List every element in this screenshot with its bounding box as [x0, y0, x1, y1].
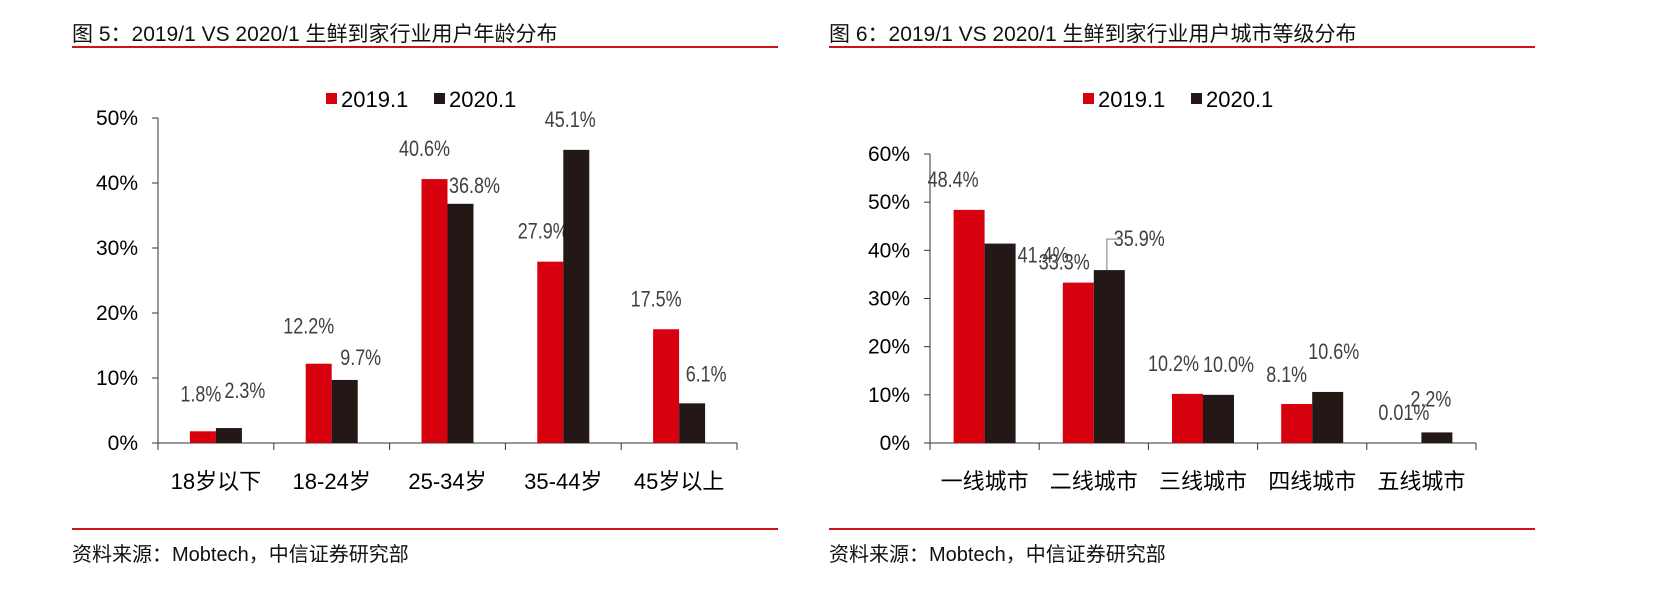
x-category-label: 三线城市: [1159, 469, 1247, 494]
x-category-label: 25-34岁: [408, 469, 486, 494]
y-tick-label: 0%: [880, 432, 910, 455]
figure-6-source: 资料来源：Mobtech，中信证券研究部: [829, 544, 1166, 566]
x-category-label: 二线城市: [1050, 469, 1138, 494]
y-tick-label: 30%: [868, 288, 910, 311]
bar-2020-1-4: [1421, 432, 1453, 443]
y-tick-label: 40%: [96, 172, 138, 195]
data-label: 10.2%: [1148, 351, 1199, 376]
figure-6-panel: 图 6：2019/1 VS 2020/1 生鲜到家行业用户城市等级分布 资料来源…: [829, 0, 1535, 616]
y-tick-label: 50%: [96, 107, 138, 130]
bar-2020-1-3: [1312, 391, 1344, 443]
y-tick-label: 20%: [96, 302, 138, 325]
data-label: 0.01%: [1378, 400, 1429, 425]
y-tick-label: 10%: [96, 367, 138, 390]
legend: 2019.1 2020.1: [1083, 87, 1273, 112]
legend-label: 2019.1: [1098, 87, 1165, 112]
bar-2020-1-4: [679, 403, 706, 443]
figure-5-title-rule: [72, 46, 778, 48]
data-label: 2.3%: [225, 378, 266, 403]
data-label: 12.2%: [283, 314, 334, 339]
figure-5-source-rule: [72, 528, 778, 530]
data-label: 1.8%: [181, 381, 222, 406]
data-label: 17.5%: [631, 286, 682, 311]
bar-2020-1-0: [215, 428, 242, 443]
figure-6-title: 图 6：2019/1 VS 2020/1 生鲜到家行业用户城市等级分布: [829, 23, 1357, 46]
data-label: 40.6%: [399, 136, 450, 161]
legend-swatch-2020-1: [434, 93, 445, 104]
figure-5-title: 图 5：2019/1 VS 2020/1 生鲜到家行业用户年龄分布: [72, 23, 558, 46]
y-tick-label: 10%: [868, 384, 910, 407]
figure-6-source-rule: [829, 528, 1535, 530]
data-label: 2.2%: [1411, 386, 1452, 411]
x-category-label: 35-44岁: [524, 469, 602, 494]
bar-2020-1-1: [331, 379, 358, 443]
leader-line: [1106, 238, 1120, 271]
bar-2020-1-2: [447, 203, 474, 443]
x-category-label: 18岁以下: [171, 469, 261, 494]
y-tick-label: 0%: [108, 432, 138, 455]
chart-city-tier: 0% 10% 20% 30% 40% 50% 60% 一线城市 二线城市 三线城市 四线城市 五线城市…: [868, 87, 1477, 494]
y-tick-label: 20%: [868, 336, 910, 359]
bar-2019-1-2: [421, 179, 448, 443]
bar-2019-1-2: [1172, 393, 1203, 443]
bar-2019-1-4: [653, 329, 680, 443]
y-tick-label: 40%: [868, 239, 910, 262]
figure-5-panel: 图 5：2019/1 VS 2020/1 生鲜到家行业用户年龄分布 资料来源：M…: [72, 0, 778, 616]
bar-2020-1-2: [1203, 394, 1234, 443]
legend-label: 2019.1: [341, 87, 408, 112]
data-label: 41.4%: [1018, 243, 1069, 268]
y-tick-label: 30%: [96, 237, 138, 260]
data-label: 10.0%: [1203, 352, 1254, 377]
legend-label: 2020.1: [1206, 87, 1273, 112]
bar-2019-1-1: [1062, 282, 1094, 443]
bar-2019-1-1: [305, 363, 332, 443]
bar-2019-1-3: [537, 261, 564, 443]
legend-swatch-2020-1: [1191, 93, 1202, 104]
data-label: 45.1%: [545, 107, 596, 132]
y-tick-label: 60%: [868, 143, 910, 166]
bar-2019-1-3: [1281, 403, 1313, 443]
bar-2020-1-0: [984, 243, 1016, 443]
data-label: 6.1%: [686, 361, 727, 386]
legend-swatch-2019-1: [326, 93, 337, 104]
bar-2020-1-3: [563, 149, 590, 443]
data-label: 9.7%: [340, 345, 381, 370]
data-label: 27.9%: [518, 219, 569, 244]
data-label: 48.4%: [928, 167, 979, 192]
bar-2019-1-0: [953, 209, 985, 443]
legend: 2019.1 2020.1: [326, 87, 516, 112]
data-label: 33.3%: [1039, 250, 1090, 275]
figure-6-title-rule: [829, 46, 1535, 48]
data-label: 8.1%: [1266, 362, 1307, 387]
legend-label: 2020.1: [449, 87, 516, 112]
chart-age: 0% 10% 20% 30% 40% 50% 18岁以下 18-24岁 25-34岁 35-44岁…: [96, 87, 738, 494]
data-label: 10.6%: [1308, 339, 1359, 364]
legend-swatch-2019-1: [1083, 93, 1094, 104]
x-category-label: 18-24岁: [293, 469, 371, 494]
data-label: 36.8%: [449, 173, 500, 198]
bar-2019-1-0: [189, 431, 216, 443]
data-label: 35.9%: [1114, 226, 1165, 251]
x-category-label: 45岁以上: [634, 469, 724, 494]
bar-2020-1-1: [1093, 270, 1125, 443]
x-category-label: 一线城市: [941, 469, 1029, 494]
y-tick-label: 50%: [868, 191, 910, 214]
x-category-label: 五线城市: [1377, 469, 1465, 494]
x-category-label: 四线城市: [1268, 469, 1356, 494]
figure-5-source: 资料来源：Mobtech，中信证券研究部: [72, 544, 409, 566]
